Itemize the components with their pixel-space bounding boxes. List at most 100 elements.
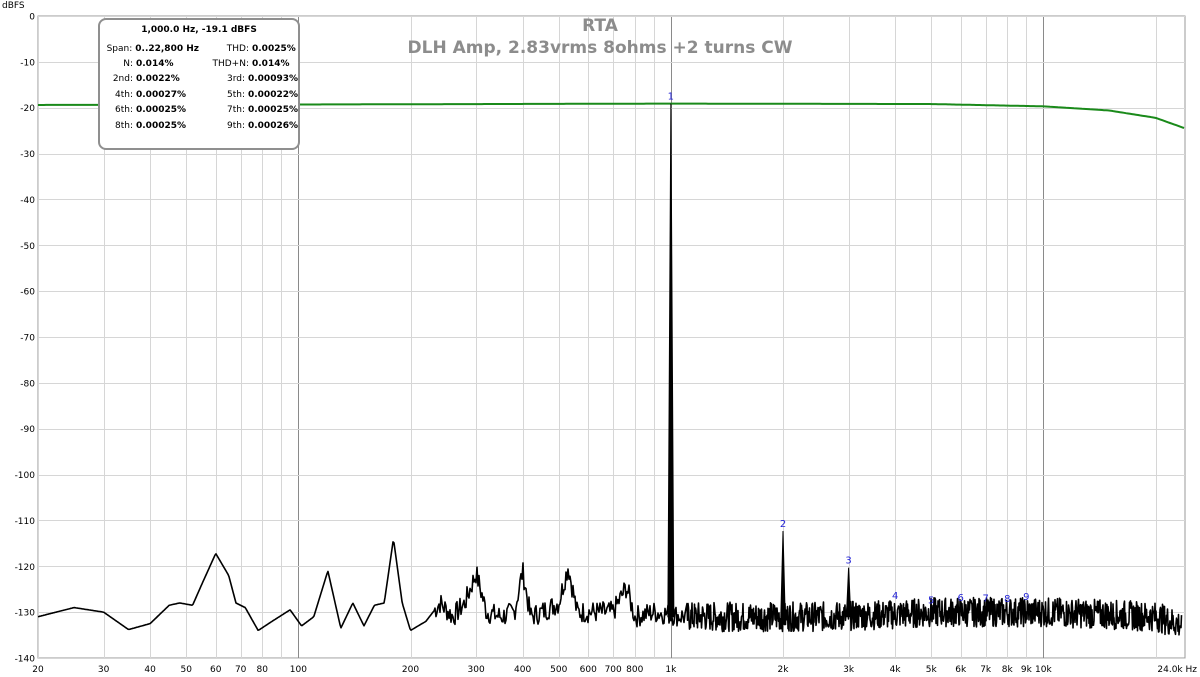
info-cell: THD+N: 0.014% — [199, 59, 298, 69]
spectrum-peak — [780, 530, 786, 618]
y-tick-label: -60 — [20, 288, 35, 298]
y-tick-label: -20 — [20, 104, 35, 114]
x-tick-label: 400 — [514, 665, 531, 675]
info-cell: 4th: 0.00027% — [100, 90, 199, 100]
info-label: 2nd: — [112, 74, 133, 85]
y-tick-label: -10 — [20, 58, 35, 68]
spectrum-trace — [37, 541, 1183, 636]
x-tick-label: 40 — [144, 665, 156, 675]
info-cell: 8th: 0.00025% — [100, 121, 199, 131]
info-label: THD+N: — [212, 59, 249, 70]
spectrum-peak — [667, 103, 675, 618]
info-box-rows: Span: 0..22,800 Hz THD: 0.0025% N: 0.014% THD+… — [100, 41, 298, 133]
y-tick-label: -40 — [20, 196, 35, 206]
x-tick-label: 2k — [778, 665, 790, 675]
info-value: 0..22,800 Hz — [135, 43, 199, 54]
y-tick-label: -30 — [20, 150, 35, 160]
info-box-header: 1,000.0 Hz, -19.1 dBFS — [141, 25, 257, 35]
chart-title: RTA — [582, 16, 619, 36]
y-axis-unit-label: dBFS — [2, 1, 25, 11]
chart-subtitle: DLH Amp, 2.83vrms 8ohms +2 turns CW — [408, 38, 793, 58]
x-tick-label: 24.0k Hz — [1157, 665, 1197, 675]
info-row: 2nd: 0.0022% 3rd: 0.00093% — [100, 72, 298, 87]
x-tick-label: 3k — [843, 665, 855, 675]
harmonic-marker-label: 4 — [892, 591, 898, 602]
info-row: 4th: 0.00027% 5th: 0.00022% — [100, 87, 298, 102]
info-label: 7th: — [226, 105, 245, 116]
info-value: 0.00025% — [136, 105, 187, 116]
x-tick-label: 6k — [955, 665, 967, 675]
info-cell: 7th: 0.00025% — [199, 105, 298, 115]
info-cell: 6th: 0.00025% — [100, 105, 199, 115]
info-cell: THD: 0.0025% — [199, 44, 298, 54]
x-tick-label: 1k — [665, 665, 677, 675]
x-tick-label: 700 — [605, 665, 622, 675]
info-value: 0.014% — [136, 59, 174, 70]
y-tick-label: -90 — [20, 425, 35, 435]
y-tick-label: -100 — [15, 471, 36, 481]
x-tick-label: 70 — [235, 665, 247, 675]
info-cell: 3rd: 0.00093% — [199, 74, 298, 84]
info-value: 0.0022% — [136, 74, 180, 85]
x-tick-label: 800 — [626, 665, 643, 675]
info-value: 0.00093% — [247, 74, 298, 85]
info-cell: 2nd: 0.0022% — [100, 74, 199, 84]
harmonic-marker-label: 2 — [780, 519, 786, 530]
info-value: 0.0025% — [252, 43, 296, 54]
info-value: 0.00022% — [247, 89, 298, 100]
harmonic-markers: 1 2 3 4 5 6 7 8 9 — [668, 92, 1030, 607]
x-tick-label: 100 — [290, 665, 307, 675]
measurement-info-box: 1,000.0 Hz, -19.1 dBFS Span: 0..22,800 Hz… — [98, 18, 300, 150]
x-tick-label: 60 — [210, 665, 222, 675]
harmonic-marker-label: 9 — [1023, 592, 1029, 603]
info-label: N: — [123, 59, 133, 70]
harmonic-marker-label: 1 — [668, 92, 674, 103]
info-value: 0.00025% — [136, 120, 187, 131]
y-tick-label: -110 — [15, 517, 36, 527]
info-row: N: 0.014% THD+N: 0.014% — [100, 56, 298, 71]
info-cell: Span: 0..22,800 Hz — [100, 44, 199, 54]
info-row: 8th: 0.00025% 9th: 0.00026% — [100, 118, 298, 133]
x-tick-label: 8k — [1002, 665, 1014, 675]
info-label: THD: — [226, 43, 249, 54]
info-value: 0.00027% — [136, 89, 187, 100]
info-cell: N: 0.014% — [100, 59, 199, 69]
x-tick-label: 300 — [468, 665, 485, 675]
y-tick-label: -140 — [15, 655, 36, 665]
info-row: Span: 0..22,800 Hz THD: 0.0025% — [100, 41, 298, 56]
plot-series — [37, 102, 1185, 636]
info-value: 0.014% — [252, 59, 290, 70]
x-tick-label: 80 — [257, 665, 269, 675]
x-tick-label: 5k — [926, 665, 938, 675]
info-label: 4th: — [115, 89, 133, 100]
info-cell: 5th: 0.00022% — [199, 90, 298, 100]
harmonic-marker-label: 8 — [1004, 594, 1010, 605]
info-value: 0.00025% — [247, 105, 298, 116]
x-tick-label: 30 — [98, 665, 110, 675]
y-tick-label: -120 — [15, 563, 36, 573]
info-label: Span: — [106, 43, 133, 54]
x-tick-label: 9k — [1021, 665, 1033, 675]
x-tick-label: 600 — [580, 665, 597, 675]
y-tick-label: -70 — [20, 334, 35, 344]
y-tick-label: -80 — [20, 379, 35, 389]
x-tick-label: 500 — [550, 665, 567, 675]
info-label: 5th: — [226, 89, 245, 100]
x-tick-label: 50 — [181, 665, 193, 675]
info-row: 6th: 0.00025% 7th: 0.00025% — [100, 103, 298, 118]
y-tick-label: -50 — [20, 242, 35, 252]
x-tick-label: 7k — [980, 665, 992, 675]
info-value: 0.00026% — [247, 120, 298, 131]
axis-tick-labels: 0 -10 -20 -30 -40 -50 -60 -70 -80 -90 -100 -110 -120… — [15, 13, 1198, 676]
y-tick-label: 0 — [29, 13, 35, 23]
info-label: 6th: — [115, 105, 133, 116]
x-tick-label: 4k — [890, 665, 902, 675]
info-cell: 9th: 0.00026% — [199, 121, 298, 131]
x-tick-label: 200 — [402, 665, 419, 675]
harmonic-marker-label: 3 — [845, 556, 851, 567]
x-tick-label: 10k — [1035, 665, 1052, 675]
info-label: 3rd: — [226, 74, 245, 85]
spectrum-peak — [845, 567, 852, 618]
info-label: 8th: — [115, 120, 133, 131]
y-tick-label: -130 — [15, 609, 36, 619]
